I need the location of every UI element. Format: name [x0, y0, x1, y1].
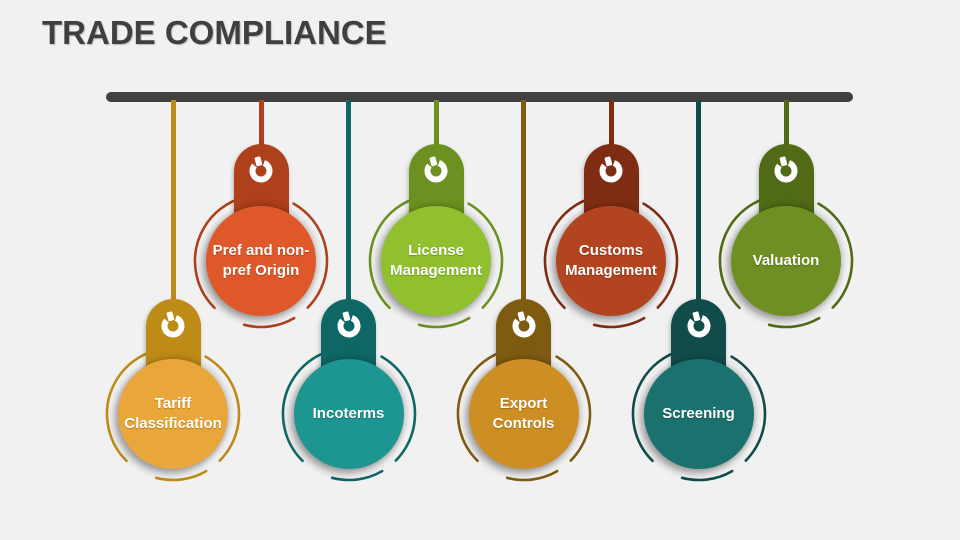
pendant-arc-ring: [105, 346, 241, 482]
pendant-label: Export Controls: [492, 395, 555, 432]
pendant-arc-ring: [281, 346, 416, 482]
pendant-string: [696, 100, 701, 306]
power-icon: [774, 156, 798, 183]
power-icon: [424, 156, 448, 183]
power-icon: [687, 311, 710, 338]
pendant-label: License Management: [390, 242, 482, 279]
pendant-string: [783, 100, 789, 152]
pendant-string: [521, 100, 526, 306]
pendant-arc-ring: [193, 193, 329, 329]
pendant-string: [608, 100, 614, 152]
pendant-circle: Tariff Classification: [118, 359, 228, 469]
pendant-circle: License Management: [381, 206, 491, 316]
pendant-arc-ring: [456, 346, 591, 482]
hanging-bar: [106, 92, 853, 102]
pendant-circle: Pref and non- pref Origin: [206, 206, 316, 316]
power-icon: [161, 311, 185, 338]
slide-title: TRADE COMPLIANCE: [42, 14, 387, 51]
power-icon: [337, 311, 360, 338]
pendant-circle: Export Controls: [468, 359, 579, 469]
pendant-label: Customs Management: [565, 242, 657, 279]
pendant-arc-ring: [631, 346, 766, 482]
pendant-label: Incoterms: [312, 405, 385, 423]
pendant-string: [258, 100, 264, 152]
power-icon: [249, 156, 273, 183]
pendant-arc-ring: [543, 193, 679, 329]
pendant-circle: Screening: [643, 359, 754, 469]
pendant-circle: Incoterms: [293, 359, 404, 469]
pendant-label: Pref and non- pref Origin: [212, 242, 310, 279]
pendant-arc-ring: [718, 193, 854, 329]
pendant-string: [433, 100, 439, 152]
pendant-circle: Customs Management: [556, 206, 666, 316]
power-icon: [599, 156, 623, 183]
pendant-string: [170, 100, 176, 306]
pendant-circle: Valuation: [731, 206, 841, 316]
pendant-label: Tariff Classification: [124, 395, 222, 432]
pendant-arc-ring: [368, 193, 504, 329]
pendant-label: Valuation: [752, 252, 820, 270]
pendant-label: Screening: [662, 405, 735, 423]
pendant-string: [346, 100, 351, 306]
power-icon: [512, 311, 535, 338]
